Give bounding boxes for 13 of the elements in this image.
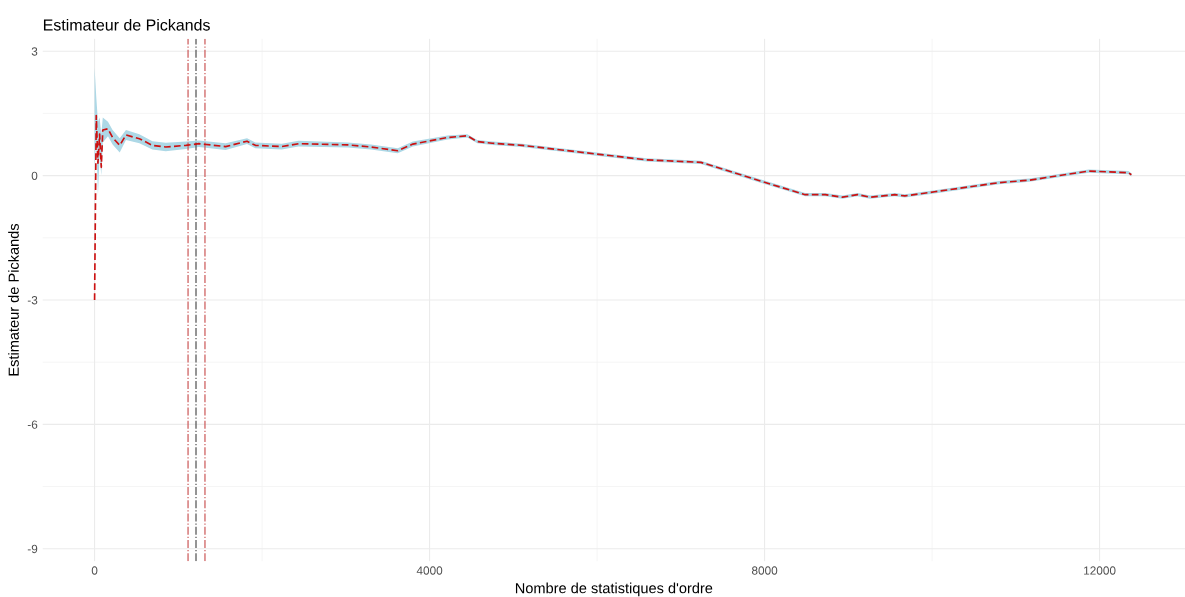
line-series (93, 114, 1133, 301)
y-tick-label: 3 (31, 47, 38, 56)
y-tick-label: -6 (27, 420, 38, 429)
x-axis-title: Nombre de statistiques d'ordre (515, 582, 713, 597)
chart-title: Estimateur de Pickands (43, 18, 210, 31)
y-tick-label: -9 (27, 544, 38, 554)
x-tick-label: 0 (91, 566, 98, 575)
x-tick-label: 8000 (751, 566, 778, 575)
y-tick-label: -3 (27, 296, 38, 305)
y-tick-label: 0 (31, 171, 38, 181)
y-axis-title: Estimateur de Pickands (8, 223, 19, 376)
x-tick-label: 4000 (416, 566, 443, 575)
x-tick-label: 12000 (1084, 566, 1116, 575)
